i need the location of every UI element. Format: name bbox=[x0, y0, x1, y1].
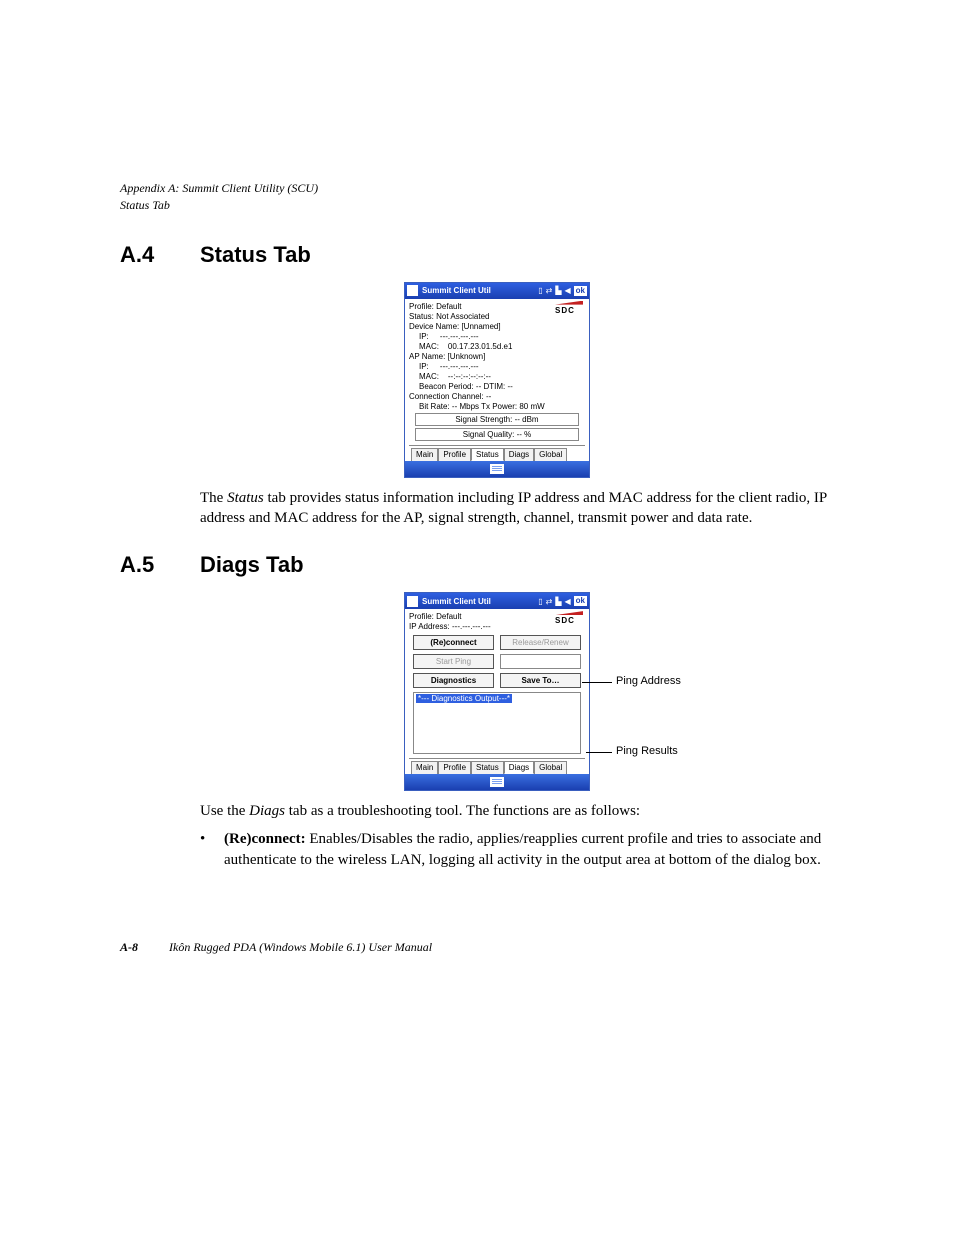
page-number: A-8 bbox=[120, 940, 138, 954]
status-tab-strip: Main Profile Status Diags Global bbox=[409, 445, 585, 461]
diags-tab-strip: Main Profile Status Diags Global bbox=[409, 758, 585, 774]
status-ap-ip: IP: ---.---.---.--- bbox=[419, 362, 585, 371]
screenshot-status-tab: Summit Client Util ▯ ⇄ ▙ ◀ ok SDC Profil… bbox=[404, 282, 590, 478]
status-titlebar: Summit Client Util ▯ ⇄ ▙ ◀ ok bbox=[405, 283, 589, 299]
sdc-logo: SDC bbox=[555, 611, 583, 625]
sip-keyboard-icon[interactable] bbox=[490, 777, 504, 787]
diags-title-text: Summit Client Util bbox=[422, 597, 491, 606]
status-mac: MAC: 00.17.23.01.5d.e1 bbox=[419, 342, 585, 351]
callout-ping-results: Ping Results bbox=[616, 745, 678, 757]
tab-global[interactable]: Global bbox=[534, 761, 567, 774]
callout-line-ping-address bbox=[582, 682, 612, 683]
tab-profile[interactable]: Profile bbox=[438, 761, 471, 774]
heading-a5-num: A.5 bbox=[120, 552, 200, 578]
diags-sip-bar bbox=[405, 774, 589, 790]
tray-sync-icon: ⇄ bbox=[546, 597, 553, 606]
status-client-area: SDC Profile: Default Status: Not Associa… bbox=[405, 299, 589, 461]
page-footer: A-8 Ikôn Rugged PDA (Windows Mobile 6.1)… bbox=[120, 940, 874, 955]
status-title-text: Summit Client Util bbox=[422, 286, 491, 295]
status-signal-strength: Signal Strength: -- dBm bbox=[415, 413, 579, 426]
status-tray: ▯ ⇄ ▙ ◀ ok bbox=[538, 286, 587, 296]
diagnostics-output-header: *--- Diagnostics Output---* bbox=[416, 694, 512, 703]
screenshot-diags-tab: Summit Client Util ▯ ⇄ ▙ ◀ ok SDC Profil… bbox=[404, 592, 590, 791]
status-beacon: Beacon Period: -- DTIM: -- bbox=[419, 382, 585, 391]
app-icon bbox=[407, 285, 418, 296]
heading-a5: A.5 Diags Tab bbox=[120, 552, 874, 578]
a5-bullet-reconnect: • (Re)connect: Enables/Disables the radi… bbox=[200, 829, 874, 870]
release-renew-button[interactable]: Release/Renew bbox=[500, 635, 581, 650]
tab-status[interactable]: Status bbox=[471, 448, 504, 461]
diags-titlebar: Summit Client Util ▯ ⇄ ▙ ◀ ok bbox=[405, 593, 589, 609]
bullet-bold: (Re)connect: bbox=[224, 831, 306, 847]
tab-main[interactable]: Main bbox=[411, 448, 438, 461]
save-to-button[interactable]: Save To… bbox=[500, 673, 581, 688]
status-sip-bar bbox=[405, 461, 589, 477]
running-header-line1: Appendix A: Summit Client Utility (SCU) bbox=[120, 180, 874, 197]
reconnect-button[interactable]: (Re)connect bbox=[413, 635, 494, 650]
footer-title: Ikôn Rugged PDA (Windows Mobile 6.1) Use… bbox=[169, 940, 432, 954]
status-ap-mac: MAC: --:--:--:--:--:-- bbox=[419, 372, 585, 381]
ping-address-input[interactable] bbox=[500, 654, 581, 669]
status-signal-quality: Signal Quality: -- % bbox=[415, 428, 579, 441]
tab-global[interactable]: Global bbox=[534, 448, 567, 461]
tray-volume-icon: ◀ bbox=[565, 597, 571, 606]
tab-profile[interactable]: Profile bbox=[438, 448, 471, 461]
status-ip: IP: ---.---.---.--- bbox=[419, 332, 585, 341]
diags-tray: ▯ ⇄ ▙ ◀ ok bbox=[538, 596, 587, 606]
a5-paragraph: Use the Diags tab as a troubleshooting t… bbox=[200, 801, 874, 821]
sip-keyboard-icon[interactable] bbox=[490, 464, 504, 474]
callout-line-ping-results bbox=[586, 752, 612, 753]
status-ap-name: AP Name: [Unknown] bbox=[409, 352, 585, 361]
diags-screenshot-with-callouts: Summit Client Util ▯ ⇄ ▙ ◀ ok SDC Profil… bbox=[404, 592, 590, 791]
start-ping-button[interactable]: Start Ping bbox=[413, 654, 494, 669]
app-icon bbox=[407, 596, 418, 607]
a4-paragraph: The Status tab provides status informati… bbox=[200, 488, 874, 529]
diagnostics-output-area: *--- Diagnostics Output---* bbox=[413, 692, 581, 754]
tray-battery-icon: ▯ bbox=[538, 286, 542, 295]
ok-button[interactable]: ok bbox=[574, 596, 587, 606]
running-header: Appendix A: Summit Client Utility (SCU) … bbox=[120, 180, 874, 214]
diagnostics-button[interactable]: Diagnostics bbox=[413, 673, 494, 688]
tray-signal-icon: ▙ bbox=[555, 597, 561, 606]
tray-sync-icon: ⇄ bbox=[546, 286, 553, 295]
diags-client-area: SDC Profile: Default IP Address: ---.---… bbox=[405, 609, 589, 774]
tab-main[interactable]: Main bbox=[411, 761, 438, 774]
status-bitrate: Bit Rate: -- Mbps Tx Power: 80 mW bbox=[419, 402, 585, 411]
tab-diags[interactable]: Diags bbox=[504, 448, 534, 461]
bullet-marker: • bbox=[200, 829, 224, 870]
heading-a4-title: Status Tab bbox=[200, 242, 311, 268]
tab-status[interactable]: Status bbox=[471, 761, 504, 774]
callout-ping-address: Ping Address bbox=[616, 675, 681, 687]
tray-battery-icon: ▯ bbox=[538, 597, 542, 606]
status-device-name: Device Name: [Unnamed] bbox=[409, 322, 585, 331]
tab-diags[interactable]: Diags bbox=[504, 761, 534, 774]
heading-a4: A.4 Status Tab bbox=[120, 242, 874, 268]
heading-a5-title: Diags Tab bbox=[200, 552, 304, 578]
running-header-line2: Status Tab bbox=[120, 197, 874, 214]
sdc-logo: SDC bbox=[555, 301, 583, 315]
tray-signal-icon: ▙ bbox=[555, 286, 561, 295]
ok-button[interactable]: ok bbox=[574, 286, 587, 296]
heading-a4-num: A.4 bbox=[120, 242, 200, 268]
tray-volume-icon: ◀ bbox=[565, 286, 571, 295]
bullet-text: Enables/Disables the radio, applies/reap… bbox=[224, 831, 821, 867]
status-conn-channel: Connection Channel: -- bbox=[409, 392, 585, 401]
